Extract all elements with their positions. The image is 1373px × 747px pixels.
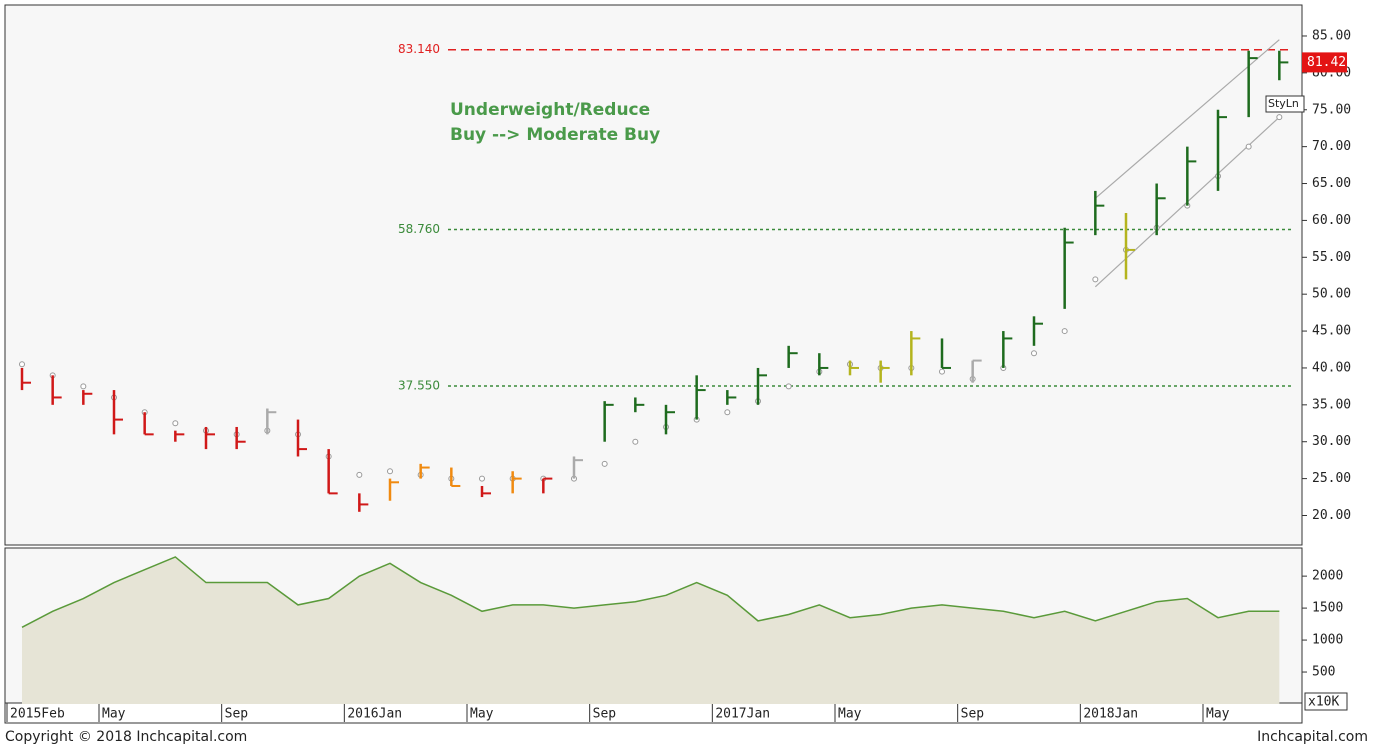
y-tick-label: 75.00 (1312, 102, 1351, 117)
sar-dot (80, 383, 87, 390)
unit-box (1304, 692, 1348, 711)
last-price-label: 81.42 (1307, 55, 1346, 70)
y2-tick-label: 500 (1312, 665, 1335, 680)
sar-dot (1245, 143, 1252, 150)
footer: Copyright © 2018 Inchcapital.com (5, 729, 247, 745)
sar-dot (172, 420, 179, 427)
y2-tick-label: 2000 (1312, 569, 1343, 584)
y-tick-label: 35.00 (1312, 397, 1351, 412)
y-tick-label: 55.00 (1312, 250, 1351, 265)
annotation: Underweight/Reduce (450, 100, 650, 120)
y-tick-label: 20.00 (1312, 508, 1351, 523)
annotation: Buy --> Moderate Buy (450, 125, 660, 145)
x-tick-label: Sep (593, 707, 617, 722)
sar-dot (387, 468, 393, 475)
y-tick-label: 30.00 (1312, 434, 1351, 449)
y-tick-label: 65.00 (1312, 176, 1351, 191)
y-tick-label: 45.00 (1312, 324, 1351, 339)
sar-dot (19, 361, 25, 368)
last-price-box (1302, 52, 1347, 73)
style-label: StyLn (1268, 97, 1299, 110)
sar-dot (1031, 350, 1037, 357)
level-label: 37.550 (398, 379, 440, 393)
sar-dot (356, 471, 363, 478)
y-tick-label: 60.00 (1312, 213, 1351, 228)
sar-dot (1061, 328, 1068, 335)
x-tick-label: May (102, 707, 126, 722)
y2-tick-label: 1000 (1312, 633, 1343, 648)
sar-dot (632, 438, 639, 445)
sar-dot (939, 368, 945, 375)
sar-dot (724, 409, 731, 416)
y-tick-label: 40.00 (1312, 360, 1351, 375)
sar-dot (1092, 276, 1099, 283)
x-tick-label: Sep (225, 707, 249, 722)
x-tick-label: May (1206, 707, 1230, 722)
style-box (1265, 95, 1305, 113)
x-tick-label: May (838, 707, 862, 722)
x-tick-label: 2016Jan (347, 707, 402, 722)
x-tick-label: 2017Jan (715, 707, 770, 722)
x-tick-label: May (470, 707, 494, 722)
x-tick-label: 2018Jan (1083, 707, 1138, 722)
price-panel (4, 4, 1303, 546)
x-tick-label: 2015Feb (10, 707, 65, 722)
level-label: 58.760 (398, 222, 440, 236)
sar-dot (479, 475, 485, 482)
y-tick-label: 50.00 (1312, 287, 1351, 302)
sar-dot (785, 383, 792, 390)
y-tick-label: 70.00 (1312, 139, 1351, 154)
volume-line (21, 556, 1280, 628)
y2-tick-label: 1500 (1312, 601, 1343, 616)
footer: Inchcapital.com (1257, 729, 1368, 745)
level-label: 83.140 (398, 42, 440, 56)
y-tick-label: 85.00 (1312, 28, 1351, 43)
x-tick-label: Sep (961, 707, 985, 722)
volume-unit: x10K (1308, 695, 1339, 710)
sar-dot (1276, 114, 1283, 121)
sar-dot (601, 460, 608, 467)
y-tick-label: 25.00 (1312, 471, 1351, 486)
